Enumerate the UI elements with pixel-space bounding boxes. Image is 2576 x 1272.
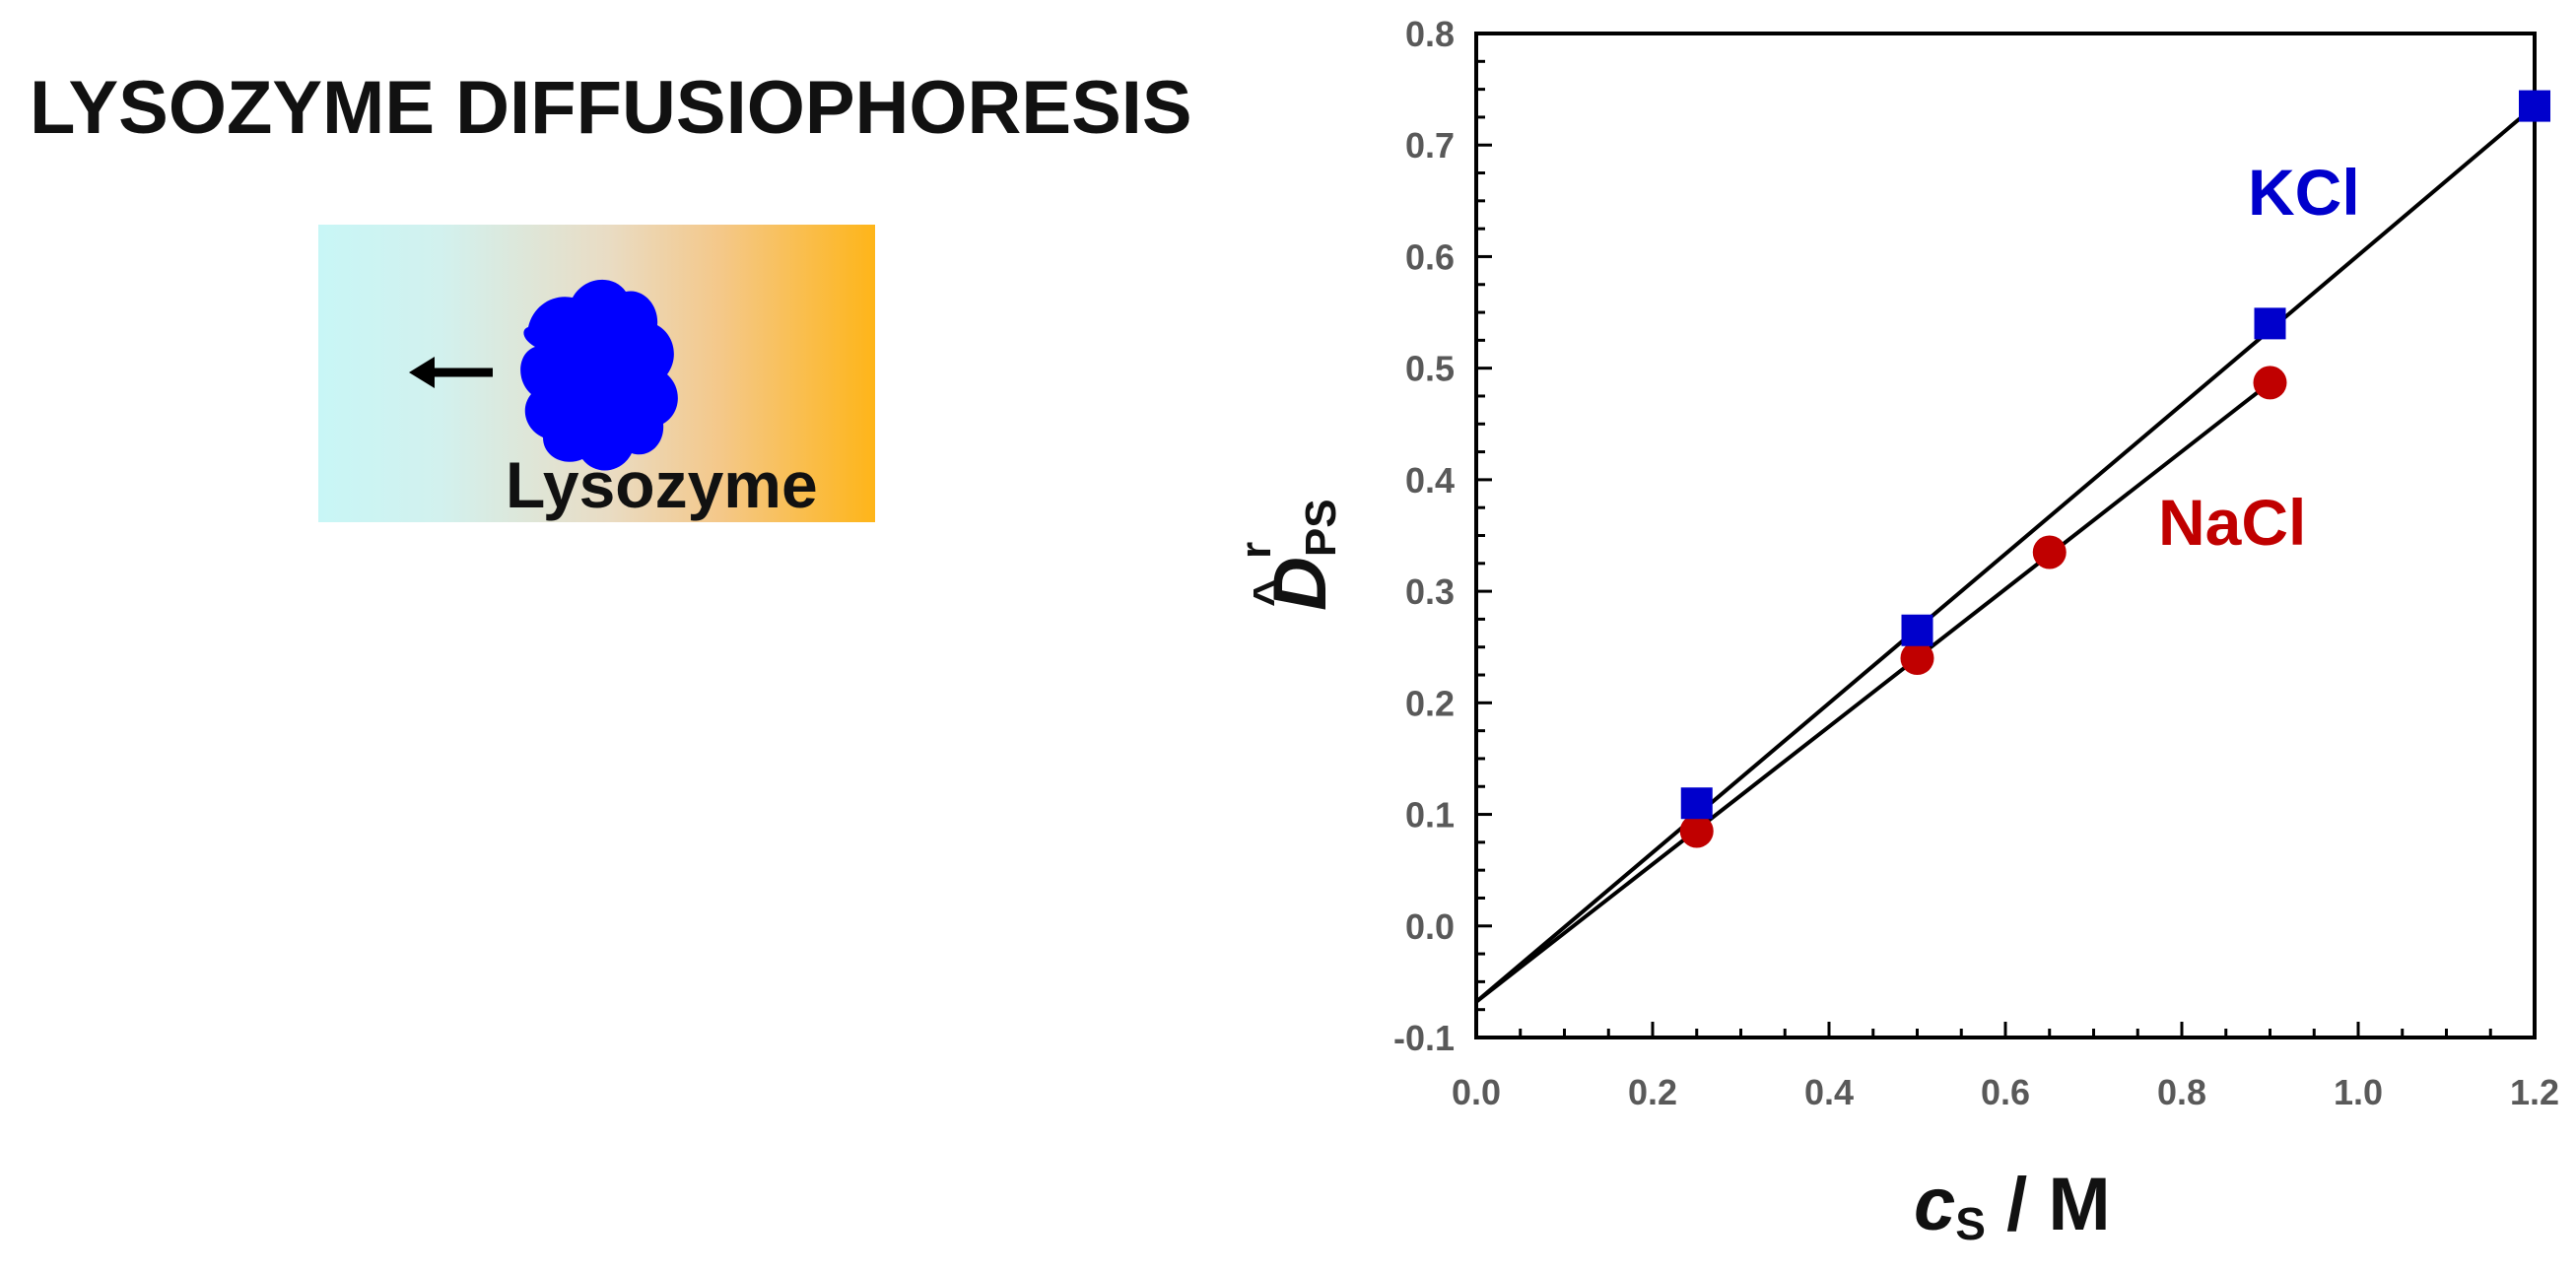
y-axis-hat: ^	[1245, 579, 1297, 607]
y-tick-label: 0.4	[1405, 460, 1455, 501]
marker-kcl	[2519, 90, 2550, 122]
y-tick-label: -0.1	[1393, 1018, 1455, 1058]
series-label-kcl: KCl	[2248, 156, 2360, 229]
y-tick-label: 0.5	[1405, 349, 1455, 389]
data-markers	[1679, 90, 2550, 848]
x-tick-label: 1.0	[2334, 1072, 2383, 1112]
minor-ticks	[1476, 59, 2492, 1038]
y-tick-label: 0.0	[1405, 906, 1455, 947]
y-tick-labels: -0.1 0.0 0.1 0.2 0.3 0.4 0.5 0.6 0.7 0.8	[1393, 14, 1455, 1058]
y-axis-superscript: r	[1232, 542, 1280, 559]
marker-nacl	[1679, 814, 1714, 848]
x-tick-label: 0.6	[1981, 1072, 2030, 1112]
y-tick-label: 0.8	[1405, 14, 1455, 54]
y-tick-label: 0.3	[1405, 571, 1455, 612]
x-axis-label: cS / M	[1914, 1163, 2111, 1249]
x-tick-label: 0.8	[2157, 1072, 2206, 1112]
fit-lines	[1474, 104, 2537, 1004]
x-tick-label: 1.2	[2510, 1072, 2559, 1112]
y-tick-label: 0.1	[1405, 795, 1455, 836]
marker-kcl	[1901, 614, 1933, 646]
marker-kcl	[2254, 307, 2286, 340]
marker-nacl	[2253, 366, 2287, 400]
x-axis-symbol: c	[1914, 1163, 1955, 1246]
illustration-svg	[409, 279, 678, 471]
x-tick-label: 0.2	[1628, 1072, 1677, 1112]
marker-nacl	[2032, 535, 2067, 569]
y-tick-label: 0.2	[1405, 683, 1455, 723]
series-label-nacl: NaCl	[2158, 486, 2306, 559]
major-ticks	[1474, 32, 2537, 1039]
arrow-left-icon	[409, 357, 493, 388]
marker-kcl	[1680, 787, 1713, 820]
y-axis-label: DPS r ^	[1232, 499, 1345, 611]
concentration-gradient-panel: Lysozyme	[318, 225, 875, 522]
x-tick-label: 0.0	[1452, 1072, 1501, 1112]
x-axis-subscript: S	[1955, 1198, 1986, 1249]
x-axis-unit: / M	[1986, 1163, 2111, 1246]
fit-line-kcl	[1474, 104, 2537, 1004]
x-tick-labels: 0.0 0.2 0.4 0.6 0.8 1.0 1.2	[1452, 1072, 2559, 1112]
lysozyme-label: Lysozyme	[506, 448, 818, 521]
fit-line-nacl	[1474, 380, 2271, 1004]
plot-frame	[1474, 32, 2537, 1039]
y-axis-symbol: D	[1258, 557, 1342, 611]
y-tick-label: 0.7	[1405, 125, 1455, 166]
marker-nacl	[1900, 641, 1934, 676]
y-axis-subscript: PS	[1297, 499, 1345, 557]
svg-text:DPS: DPS	[1258, 499, 1345, 611]
x-tick-label: 0.4	[1804, 1072, 1854, 1112]
lysozyme-blob-icon	[520, 279, 678, 471]
y-tick-label: 0.6	[1405, 236, 1455, 277]
page-title: LYSOZYME DIFFUSIOPHORESIS	[30, 66, 1192, 150]
